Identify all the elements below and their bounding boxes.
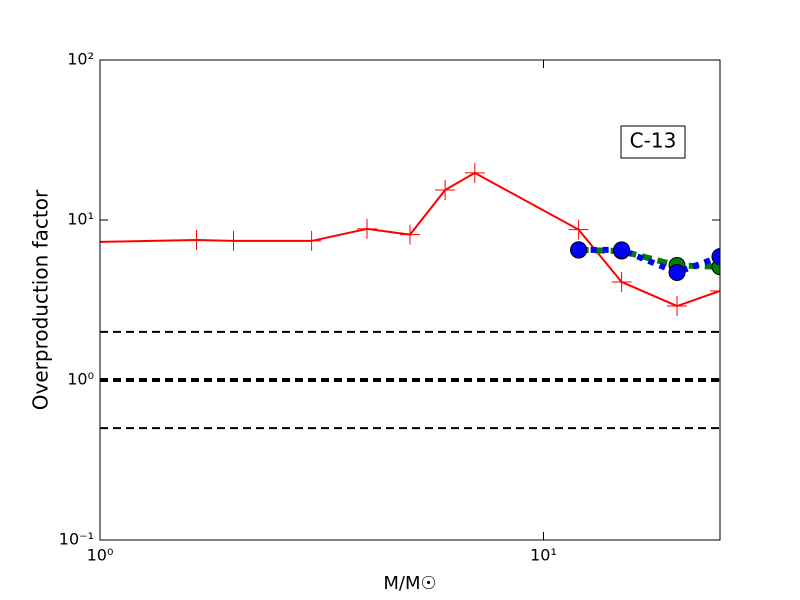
plot-area xyxy=(100,162,720,430)
annotation: C-13 xyxy=(630,129,677,153)
marker xyxy=(568,219,589,240)
marker xyxy=(668,263,686,281)
y-tick-label: 10² xyxy=(67,50,94,69)
marker xyxy=(613,241,631,259)
y-tick-label: 10¹ xyxy=(67,210,94,229)
marker xyxy=(301,230,322,251)
marker xyxy=(100,231,110,252)
x-tick-label: 10⁰ xyxy=(87,546,114,565)
y-axis-label: Overproduction factor xyxy=(29,189,53,410)
x-axis-label: M/M☉ xyxy=(383,573,436,594)
marker xyxy=(400,224,420,245)
marker xyxy=(611,271,632,292)
marker xyxy=(570,241,588,259)
marker xyxy=(464,162,485,183)
marker xyxy=(435,179,456,200)
marker xyxy=(667,296,688,317)
marker xyxy=(710,280,720,301)
y-tick-label: 10⁰ xyxy=(67,370,94,389)
marker xyxy=(186,229,207,250)
y-tick-label: 10⁻¹ xyxy=(59,530,94,549)
marker xyxy=(357,218,378,239)
marker xyxy=(223,230,244,251)
axes-frame xyxy=(99,59,721,541)
marker xyxy=(711,248,720,266)
x-tick-label: 10¹ xyxy=(530,546,557,565)
series-line xyxy=(578,246,720,276)
annotation-box xyxy=(620,125,686,159)
